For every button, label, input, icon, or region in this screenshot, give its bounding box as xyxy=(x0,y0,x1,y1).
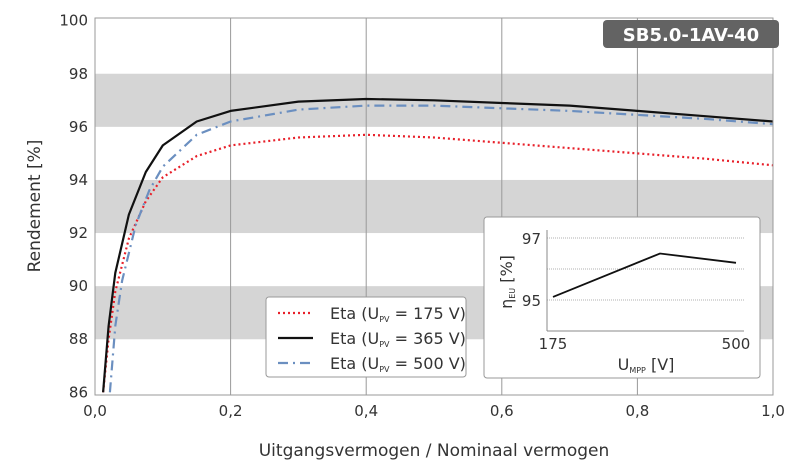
x-tick-label: 0,6 xyxy=(490,402,514,420)
x-tick-label: 1,0 xyxy=(761,402,785,420)
x-tick-label: 0,8 xyxy=(625,402,649,420)
inset-chart: 95 97 175 500 UMPP [V] ηEU [%] xyxy=(483,216,761,379)
inset-x-label: UMPP [V] xyxy=(618,355,675,375)
legend: Eta (UPV = 175 V) Eta (UPV = 365 V) Eta (U… xyxy=(265,296,467,378)
legend-label: Eta (UPV = 500 V) xyxy=(330,354,466,374)
title-badge xyxy=(603,20,779,48)
chart-title: SB5.0-1AV-40 xyxy=(623,25,759,46)
y-tick-label: 98 xyxy=(69,65,88,83)
inset-x-tick: 500 xyxy=(722,335,751,353)
inset-line xyxy=(552,252,737,298)
series-line-2 xyxy=(108,104,774,393)
y-tick-label: 86 xyxy=(69,383,88,401)
x-tick-label: 0,4 xyxy=(354,402,378,420)
y-tick-label: 94 xyxy=(69,171,88,189)
y-tick-label: 96 xyxy=(69,118,88,136)
y-axis-label: Rendement [%] xyxy=(25,140,45,273)
inset-y-label: ηEU [%] xyxy=(497,255,517,309)
inset-y-tick: 97 xyxy=(522,230,541,248)
x-tick-label: 0,2 xyxy=(219,402,243,420)
inset-y-tick: 95 xyxy=(522,292,541,310)
y-tick-label: 92 xyxy=(69,224,88,242)
inset-x-tick: 175 xyxy=(539,335,568,353)
plot-frame xyxy=(94,17,774,396)
legend-label: Eta (UPV = 175 V) xyxy=(330,304,466,324)
y-tick-label: 100 xyxy=(59,12,88,30)
series-line-0 xyxy=(102,133,774,393)
legend-label: Eta (UPV = 365 V) xyxy=(330,329,466,349)
x-axis-label: Uitgangsvermogen / Nominaal vermogen xyxy=(259,441,610,461)
x-tick-label: 0,0 xyxy=(83,402,107,420)
y-tick-label: 90 xyxy=(69,277,88,295)
series-line-1 xyxy=(102,97,774,393)
y-tick-label: 88 xyxy=(69,330,88,348)
